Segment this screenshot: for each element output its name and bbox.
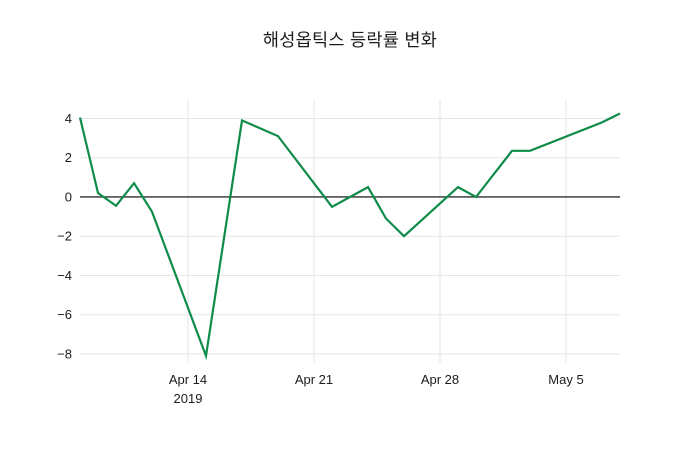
x-tick-label: Apr 28 [421, 372, 459, 387]
horizontal-gridlines [80, 117, 620, 355]
y-tick-label: 2 [65, 150, 72, 165]
x-tick-sublabel: 2019 [174, 391, 203, 406]
y-tick-label: −6 [57, 307, 72, 322]
y-tick-label: −2 [57, 229, 72, 244]
x-tick-label: Apr 14 [169, 372, 207, 387]
price-change-line [78, 112, 621, 361]
x-tick-label: May 5 [548, 372, 583, 387]
y-tick-label: 4 [65, 111, 72, 126]
series-line-group [78, 112, 621, 361]
y-axis-tick-labels: 4 2 0 −2 −4 −6 −8 [57, 111, 72, 362]
vertical-gridlines [187, 100, 567, 363]
y-tick-label: −8 [57, 346, 72, 361]
x-tick-label: Apr 21 [295, 372, 333, 387]
y-tick-label: −4 [57, 268, 72, 283]
y-tick-label: 0 [65, 189, 72, 204]
chart-title: 해성옵틱스 등락률 변화 [262, 30, 438, 50]
x-axis-tick-labels: Apr 14 2019 Apr 21 Apr 28 May 5 [169, 372, 584, 406]
